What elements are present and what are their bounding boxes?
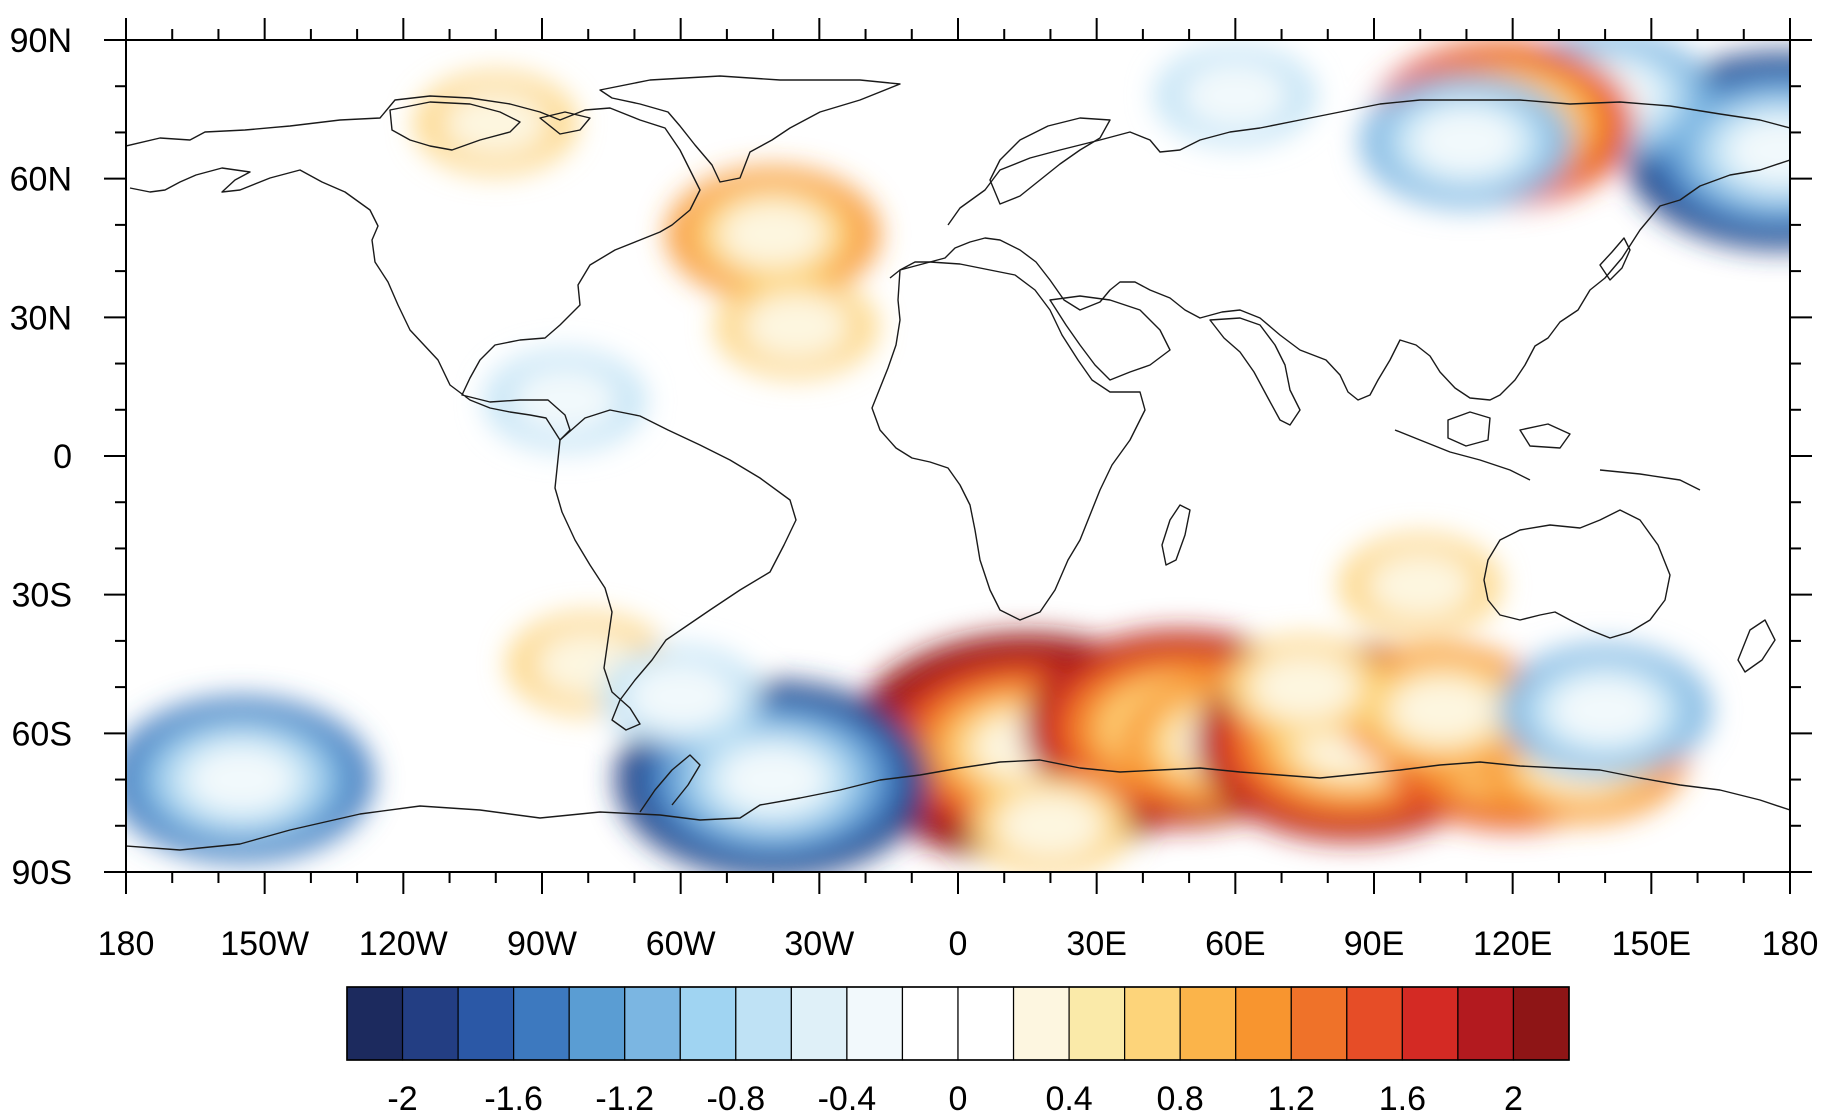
lon-label: 180	[98, 925, 155, 963]
colorbar-swatch	[1012, 986, 1070, 1061]
coastline-eurasia	[889, 99, 1790, 401]
colorbar-swatch	[1124, 986, 1181, 1061]
anomaly-patch	[441, 89, 551, 158]
anomaly-patch	[1250, 653, 1360, 722]
lon-label: 30W	[784, 925, 854, 963]
anomaly-patch	[996, 791, 1105, 860]
anomaly-patch	[1180, 61, 1290, 130]
colorbar-swatch	[1179, 986, 1237, 1061]
anomaly-patch	[1550, 676, 1660, 745]
colorbar-label: 0.4	[1045, 1080, 1092, 1112]
axis-ticks	[104, 18, 1812, 894]
colorbar-label: -1.2	[595, 1080, 654, 1112]
colorbar-swatch	[679, 986, 737, 1061]
anomaly-patch	[741, 292, 851, 361]
lat-label: 30N	[10, 299, 72, 337]
axis-labels: 90N 60N 30N 0 30S 60S 90S 180 150W 120W 90W 60W 30W 0…	[10, 22, 1819, 963]
anomaly-patch	[718, 200, 828, 269]
anomaly-patch	[1388, 676, 1498, 745]
colorbar-swatch	[1457, 986, 1515, 1061]
coastline-arabia	[1049, 295, 1171, 381]
coastline-australia	[1483, 509, 1671, 639]
colorbar-label: 0.8	[1157, 1080, 1204, 1112]
colorbar-label: 0	[949, 1080, 968, 1112]
lon-label: 150W	[220, 925, 309, 963]
lat-label: 90S	[12, 854, 73, 892]
lon-label: 120W	[359, 925, 448, 963]
lon-label: 60W	[646, 925, 716, 963]
coastline-greenland	[599, 75, 901, 183]
colorbar-swatch	[790, 986, 848, 1061]
lat-label: 30S	[12, 577, 73, 615]
lon-label: 150E	[1612, 925, 1691, 963]
colorbar: -2 -1.6 -1.2 -0.8 -0.4 0 0.4 0.8 1.2 1.6 2	[346, 986, 1570, 1112]
lon-label: 180	[1762, 925, 1819, 963]
coastlines	[126, 75, 1790, 851]
coastline-antarctica	[126, 759, 1790, 851]
lat-label: 0	[53, 438, 72, 476]
anomaly-patch	[510, 366, 620, 435]
coastline-africa	[871, 261, 1146, 621]
lon-label: 30E	[1066, 925, 1127, 963]
anomaly-patch	[187, 745, 296, 814]
lat-label: 60S	[12, 715, 73, 753]
colorbar-swatch	[1401, 986, 1459, 1061]
lon-label: 60E	[1205, 925, 1266, 963]
colorbar-swatch	[1512, 986, 1570, 1061]
coastline-japan	[1599, 237, 1631, 281]
coastline-india	[1209, 317, 1301, 426]
lon-label: 90E	[1344, 925, 1405, 963]
lon-label: 90W	[507, 925, 577, 963]
colorbar-label: -1.6	[484, 1080, 543, 1112]
colorbar-swatch	[901, 986, 959, 1061]
colorbar-swatch	[346, 986, 404, 1061]
colorbar-swatch	[1290, 986, 1348, 1061]
colorbar-label: 2	[1504, 1080, 1523, 1112]
colorbar-label: -0.8	[707, 1080, 766, 1112]
anomaly-patch	[626, 662, 736, 731]
lat-label: 90N	[10, 22, 72, 60]
colorbar-swatch	[513, 986, 570, 1061]
lat-label: 60N	[10, 161, 72, 199]
coastline-canadian-archipelago	[389, 101, 591, 151]
coastline-scandinavia	[989, 117, 1111, 205]
coastline-north-america	[126, 95, 701, 441]
anomaly-patch	[718, 745, 828, 814]
anomaly-patch	[1365, 551, 1475, 620]
colorbar-swatch	[1068, 986, 1126, 1061]
colorbar-swatch	[401, 986, 459, 1061]
colorbar-swatch	[735, 986, 792, 1061]
coastline-south-america	[554, 409, 797, 731]
colorbar-swatch	[568, 986, 626, 1061]
anomaly-patch	[1726, 116, 1790, 185]
colorbar-swatch	[957, 986, 1015, 1061]
colorbar-label: 1.6	[1379, 1080, 1426, 1112]
colorbar-swatch	[1346, 986, 1403, 1061]
coastline-antarctic-peninsula	[639, 754, 701, 813]
lon-label: 120E	[1473, 925, 1552, 963]
colorbar-frame	[346, 986, 1570, 1061]
anomaly-patch	[1412, 107, 1521, 176]
lon-label: 0	[949, 925, 968, 963]
colorbar-label: -0.4	[818, 1080, 877, 1112]
colorbar-label: -2	[387, 1080, 417, 1112]
colorbar-swatch	[457, 986, 515, 1061]
coastline-madagascar	[1161, 504, 1191, 566]
colorbar-label: 1.2	[1268, 1080, 1315, 1112]
colorbar-swatch	[624, 986, 681, 1061]
colorbar-swatch	[1235, 986, 1292, 1061]
coastline-indonesia	[1394, 411, 1701, 491]
colorbar-swatch	[846, 986, 904, 1061]
coastline-new-zealand	[1737, 619, 1776, 673]
